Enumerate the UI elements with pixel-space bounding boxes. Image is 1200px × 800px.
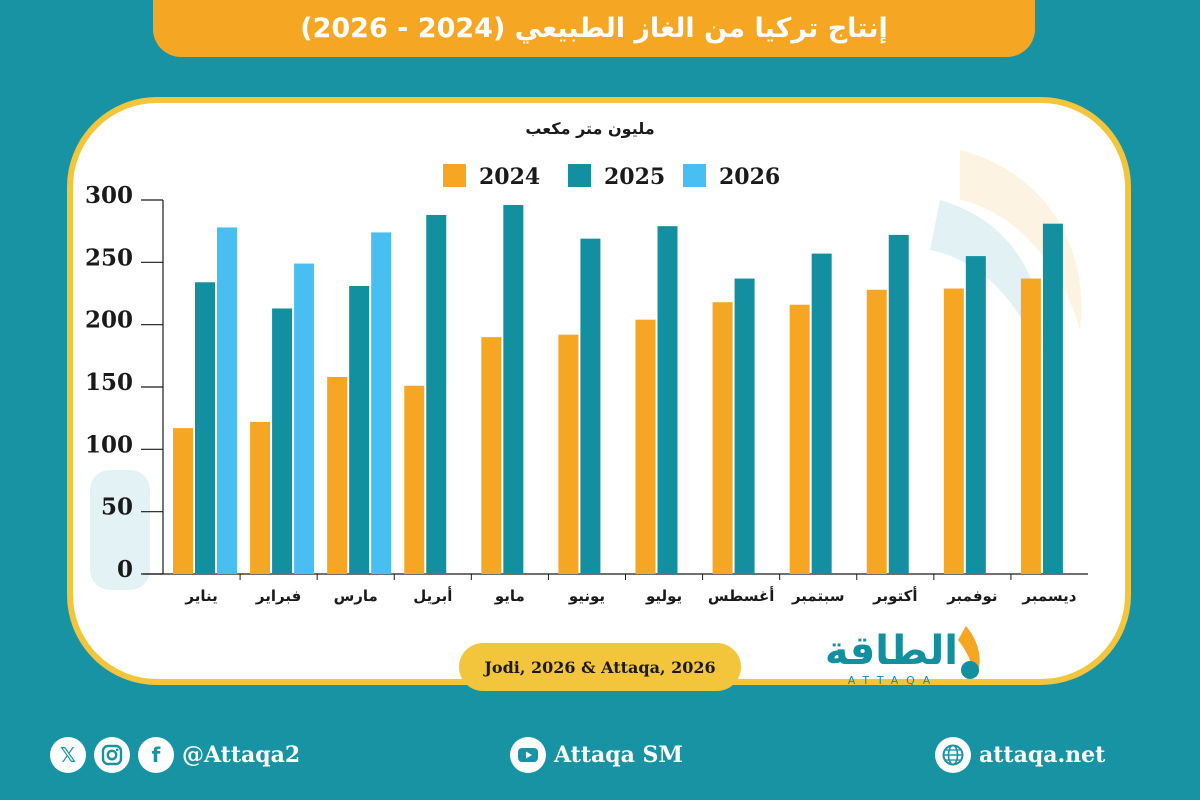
chart-title: إنتاج تركيا من الغاز الطبيعي (2024 - 202…	[300, 13, 888, 44]
bar-2025	[349, 286, 370, 574]
legend: 2024 2025 2026	[443, 164, 780, 190]
bar-2026	[217, 227, 237, 574]
x-tick-label: أغسطس	[708, 586, 774, 605]
bar-2024	[712, 302, 733, 574]
y-axis-ticks: 0 50 100 150 200 250 300	[85, 182, 163, 583]
instagram-icon[interactable]	[94, 737, 130, 773]
y-tick-label: 50	[101, 494, 133, 521]
bar-2026	[371, 232, 392, 574]
x-tick-label: مايو	[494, 587, 525, 605]
bar-2025	[1042, 223, 1063, 575]
bar-2025	[734, 278, 755, 574]
y-tick-label: 250	[85, 244, 133, 271]
x-tick-label: مارس	[334, 587, 378, 605]
bar-2024	[250, 421, 271, 574]
bar-2025	[503, 204, 524, 574]
bar-2024	[558, 334, 579, 574]
logo-drop-icon	[961, 661, 979, 679]
legend-label-2025: 2025	[604, 164, 665, 190]
x-tick-label: ديسمبر	[1021, 587, 1076, 605]
social-handle[interactable]: @Attaqa2	[182, 742, 301, 768]
social-links: 𝕏 f @Attaqa2	[50, 735, 300, 775]
x-axis-labels: يناير فبراير مارس أبريل مايو يونيو يوليو أغسطس س…	[184, 574, 1077, 605]
x-tick-label: فبراير	[255, 587, 301, 605]
legend-swatch-2025	[568, 164, 591, 187]
legend-label-2026: 2026	[719, 164, 780, 190]
x-icon[interactable]: 𝕏	[50, 737, 86, 773]
y-tick-label: 0	[117, 556, 133, 583]
watermark-logo	[90, 150, 1082, 590]
x-tick-label: أبريل	[413, 586, 452, 605]
bar-2025	[272, 308, 293, 574]
youtube-icon	[510, 737, 546, 773]
facebook-icon[interactable]: f	[138, 737, 174, 773]
bar-2025	[811, 253, 832, 574]
y-tick-label: 150	[85, 369, 133, 396]
legend-swatch-2026	[683, 164, 706, 187]
attaqa-logo: الطاقة ATTAQA	[825, 626, 980, 687]
website-url: attaqa.net	[979, 742, 1106, 768]
bar-2025	[426, 214, 447, 574]
website-link[interactable]: attaqa.net	[935, 735, 1105, 775]
y-tick-label: 300	[85, 182, 133, 209]
bar-2025	[657, 226, 678, 574]
bar-2024	[635, 319, 656, 574]
source-label: Jodi, 2026 & Attaqa, 2026	[459, 643, 741, 691]
youtube-channel: Attaqa SM	[554, 742, 683, 768]
bar-2024	[866, 289, 887, 574]
x-tick-label: أكتوبر	[872, 586, 917, 605]
bar-2025	[195, 282, 215, 574]
bar-2024	[327, 377, 348, 574]
legend-label-2024: 2024	[479, 164, 540, 190]
legend-swatch-2024	[443, 164, 466, 187]
x-tick-label: يونيو	[568, 587, 605, 605]
bar-2025	[580, 238, 601, 574]
bar-2024	[173, 428, 193, 574]
bars	[173, 204, 1063, 575]
logo-latin-text: ATTAQA	[848, 674, 939, 687]
logo-arabic-text: الطاقة	[825, 628, 958, 674]
x-tick-label: نوفمبر	[946, 587, 997, 605]
bar-2024	[789, 304, 810, 574]
x-tick-label: يوليو	[645, 587, 682, 605]
bar-2024	[1020, 278, 1041, 574]
x-tick-label: يناير	[184, 587, 217, 605]
bar-2024	[943, 288, 964, 574]
bar-2025	[965, 256, 986, 574]
youtube-link[interactable]: Attaqa SM	[510, 735, 683, 775]
bar-2024	[404, 385, 425, 574]
bar-2025	[888, 234, 909, 574]
bar-2026	[294, 263, 315, 574]
title-bar: إنتاج تركيا من الغاز الطبيعي (2024 - 202…	[153, 0, 1035, 57]
y-tick-label: 200	[85, 307, 133, 334]
y-axis-label: مليون متر مكعب	[525, 119, 654, 138]
y-tick-label: 100	[85, 431, 133, 458]
bar-2024	[481, 337, 502, 574]
x-tick-label: سبتمبر	[791, 587, 845, 605]
globe-icon	[935, 737, 971, 773]
